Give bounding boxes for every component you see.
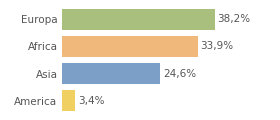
Bar	[62, 63, 160, 84]
Text: 24,6%: 24,6%	[163, 69, 196, 79]
Text: 38,2%: 38,2%	[218, 14, 251, 24]
Bar	[62, 90, 75, 111]
Bar	[62, 36, 198, 57]
Bar	[62, 9, 215, 30]
Text: 33,9%: 33,9%	[200, 41, 233, 51]
Text: 3,4%: 3,4%	[78, 96, 104, 106]
